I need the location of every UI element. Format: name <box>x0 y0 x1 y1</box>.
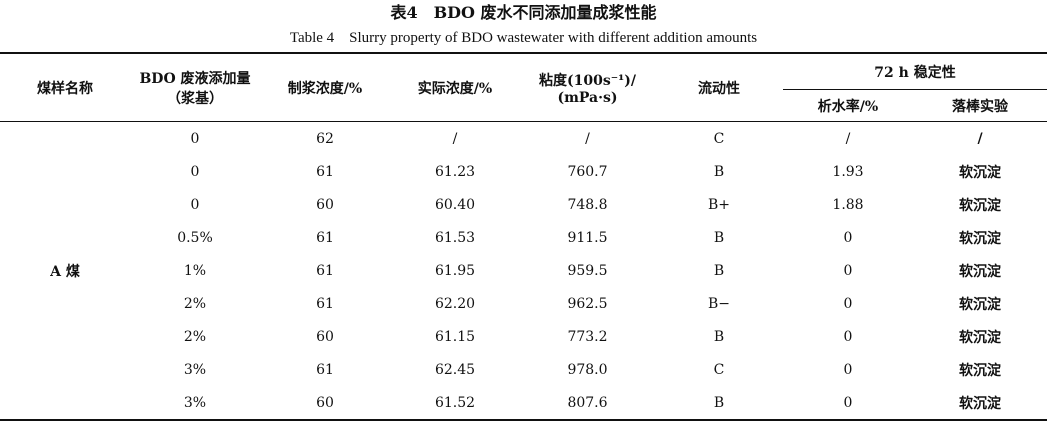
header-cell: 落棒实验 <box>952 98 1008 115</box>
table-cell: 0 <box>843 229 853 246</box>
table-cell: B <box>713 328 725 345</box>
table-cell: 软沉淀 <box>959 263 1001 280</box>
table-cell: 2% <box>183 328 207 345</box>
table-cell: 0 <box>843 295 853 312</box>
table-cell: / <box>845 130 851 147</box>
header-line: 粘度(100s⁻¹)/ <box>539 72 636 89</box>
table-cell: 0 <box>843 262 853 279</box>
table-row: 2% 61 62.20 962.5 B− 0 软沉淀 <box>0 287 1047 320</box>
table-cell: 61 <box>316 262 334 279</box>
table-body: A 煤 0 62 / / C / / 0 61 61.23 760.7 B 1.93 软沉淀 0 60 60.40… <box>0 122 1047 420</box>
header-line: （浆基） <box>167 90 223 107</box>
table-cell: 61 <box>316 229 334 246</box>
header-line: (mPa·s) <box>557 89 618 106</box>
header-cell: 粘度(100s⁻¹)/(mPa·s) <box>520 53 655 122</box>
table-cell: 61.95 <box>434 262 476 279</box>
table-row: 2% 60 61.15 773.2 B 0 软沉淀 <box>0 320 1047 353</box>
table-cell: / <box>585 130 590 147</box>
table-cell: 760.7 <box>567 163 608 180</box>
table-title: 表4 BDO 废水不同添加量成浆性能 <box>390 3 657 22</box>
table-cell: 959.5 <box>567 262 608 279</box>
table-cell: 60 <box>316 328 334 345</box>
table-cell: 61.23 <box>434 163 476 180</box>
header-group: 72 h 稳定性 <box>783 53 1047 90</box>
table-cell: 62 <box>316 130 334 147</box>
table-cell: 61 <box>316 163 334 180</box>
table-cell: 3% <box>183 361 207 378</box>
table-cell: 1.93 <box>832 163 864 180</box>
table-cell: B <box>713 229 725 246</box>
table-cell: 60 <box>316 196 334 213</box>
table-cell: 0 <box>843 328 853 345</box>
header-line: BDO 废液添加量 <box>139 70 251 87</box>
table-cell: 软沉淀 <box>959 230 1001 247</box>
table-cell: 911.5 <box>567 229 608 246</box>
table-cell: 0 <box>190 163 200 180</box>
table-cell: 3% <box>183 394 207 411</box>
table-cell: C <box>713 361 725 378</box>
table-cell: 0 <box>190 130 200 147</box>
table-cell: 62.45 <box>434 361 476 378</box>
header-cell: 制浆浓度/% <box>287 80 363 97</box>
table-header: 煤样名称 BDO 废液添加量 （浆基） 制浆浓度/% 实际浓度/% 粘度(100s… <box>0 53 1047 122</box>
table-cell: 软沉淀 <box>959 362 1001 379</box>
data-table: 煤样名称 BDO 废液添加量 （浆基） 制浆浓度/% 实际浓度/% 粘度(100s… <box>0 52 1047 421</box>
table-cell: 773.2 <box>567 328 608 345</box>
table-row: 0 61 61.23 760.7 B 1.93 软沉淀 <box>0 155 1047 188</box>
table-cell: B <box>713 394 725 411</box>
table-cell: 748.8 <box>567 196 608 213</box>
header-cell: 实际浓度/% <box>417 80 493 97</box>
table-cell: 807.6 <box>567 394 608 411</box>
table-cell: B+ <box>707 196 731 213</box>
header-cell: BDO 废液添加量 （浆基） <box>130 53 260 122</box>
table-cell: / <box>452 130 458 147</box>
table-cell: 0 <box>843 394 853 411</box>
table-cell: 61.53 <box>434 229 476 246</box>
table-cell: 软沉淀 <box>959 395 1001 412</box>
header-cell: 流动性 <box>698 80 740 97</box>
table-cell: 1% <box>183 262 207 279</box>
table-cell: / <box>977 130 983 147</box>
table-row: 3% 60 61.52 807.6 B 0 软沉淀 <box>0 386 1047 420</box>
table-cell: C <box>713 130 725 147</box>
header-cell: 煤样名称 <box>37 80 93 97</box>
table-row: 1% 61 61.95 959.5 B 0 软沉淀 <box>0 254 1047 287</box>
table-cell: 60.40 <box>434 196 476 213</box>
table-cell: B <box>713 262 725 279</box>
table-cell: 61.52 <box>434 394 476 411</box>
table-cell: 61.15 <box>434 328 476 345</box>
table-cell: 2% <box>183 295 207 312</box>
table-cell: 软沉淀 <box>959 197 1001 214</box>
table-cell: 软沉淀 <box>959 329 1001 346</box>
table-cell: 62.20 <box>434 295 476 312</box>
table-cell: 60 <box>316 394 334 411</box>
table-cell: 0 <box>190 196 200 213</box>
table-subtitle: Table 4 Slurry property of BDO wastewate… <box>289 30 758 46</box>
table-cell: 软沉淀 <box>959 296 1001 313</box>
table-cell: 978.0 <box>567 361 608 378</box>
table-cell: 1.88 <box>832 196 864 213</box>
table-row: 3% 61 62.45 978.0 C 0 软沉淀 <box>0 353 1047 386</box>
table-cell: 0 <box>843 361 853 378</box>
table-cell: B <box>713 163 725 180</box>
table-row: 0 60 60.40 748.8 B+ 1.88 软沉淀 <box>0 188 1047 221</box>
table-cell: B− <box>707 295 731 312</box>
table-row: A 煤 0 62 / / C / / <box>0 122 1047 280</box>
table-row: 0.5% 61 61.53 911.5 B 0 软沉淀 <box>0 221 1047 254</box>
table-cell: 962.5 <box>567 295 608 312</box>
header-cell: 析水率/% <box>817 98 879 115</box>
table-cell: 0.5% <box>177 229 213 246</box>
table-cell: 软沉淀 <box>959 164 1001 181</box>
table-cell: 61 <box>316 295 334 312</box>
group-cell: A 煤 <box>50 263 80 280</box>
table-cell: 61 <box>316 361 334 378</box>
